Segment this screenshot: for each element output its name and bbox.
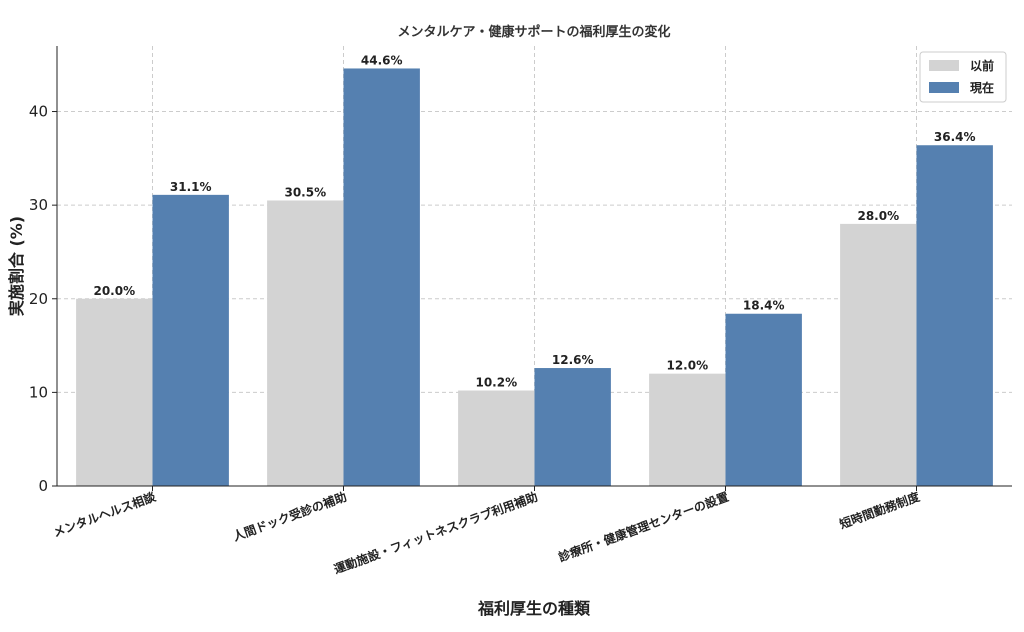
bar-value-label: 30.5% xyxy=(284,185,326,199)
bar-value-label: 20.0% xyxy=(93,284,135,298)
legend: 以前 現在 xyxy=(919,51,1007,103)
bar-value-label: 12.0% xyxy=(666,359,708,373)
legend-label-before: 以前 xyxy=(970,58,994,73)
bar-now xyxy=(152,194,229,486)
bar-before xyxy=(458,390,535,486)
bar-now xyxy=(534,368,611,486)
legend-swatch-now xyxy=(929,82,959,93)
chart-title: メンタルケア・健康サポートの福利厚生の変化 xyxy=(397,24,670,40)
y-tick-label: 0 xyxy=(38,477,48,495)
bar-now xyxy=(916,145,993,486)
x-tick-label: メンタルヘルス相談 xyxy=(51,488,159,539)
bar-value-label: 12.6% xyxy=(552,353,594,367)
bar-before xyxy=(840,223,917,486)
bar-value-label: 28.0% xyxy=(857,209,899,223)
bar-value-label: 44.6% xyxy=(361,53,403,67)
x-tick-label: 運動施設・フィットネスクラブ利用補助 xyxy=(332,489,540,577)
bar-before xyxy=(649,373,726,486)
bars xyxy=(76,68,993,487)
bar-now xyxy=(343,68,420,487)
y-tick-label: 20 xyxy=(29,290,48,308)
value-labels: 20.0% 31.1% 30.5% 44.6% 10.2% 12.6% 12.0% 18.4%… xyxy=(93,53,975,389)
y-tick-label: 10 xyxy=(29,383,48,401)
legend-swatch-before xyxy=(929,60,959,71)
bar-value-label: 10.2% xyxy=(475,376,517,390)
bar-before xyxy=(267,200,344,486)
bar-now xyxy=(725,313,802,486)
x-tick-label: 短時間勤務制度 xyxy=(837,488,922,531)
y-tick-labels: 0 10 20 30 40 xyxy=(29,103,57,495)
bar-value-label: 36.4% xyxy=(934,130,976,144)
x-tick-label: 人間ドック受診の補助 xyxy=(231,489,349,544)
legend-label-now: 現在 xyxy=(970,80,994,95)
bar-value-label: 31.1% xyxy=(170,180,212,194)
bar-before xyxy=(76,298,153,486)
bar-value-label: 18.4% xyxy=(743,299,785,313)
x-tick-label: 診療所・健康管理センターの設置 xyxy=(556,489,730,565)
x-axis-title: 福利厚生の種類 xyxy=(477,599,591,618)
y-tick-label: 30 xyxy=(29,196,48,214)
y-tick-label: 40 xyxy=(29,103,48,121)
y-axis-title: 実施割合 (%) xyxy=(7,216,26,316)
